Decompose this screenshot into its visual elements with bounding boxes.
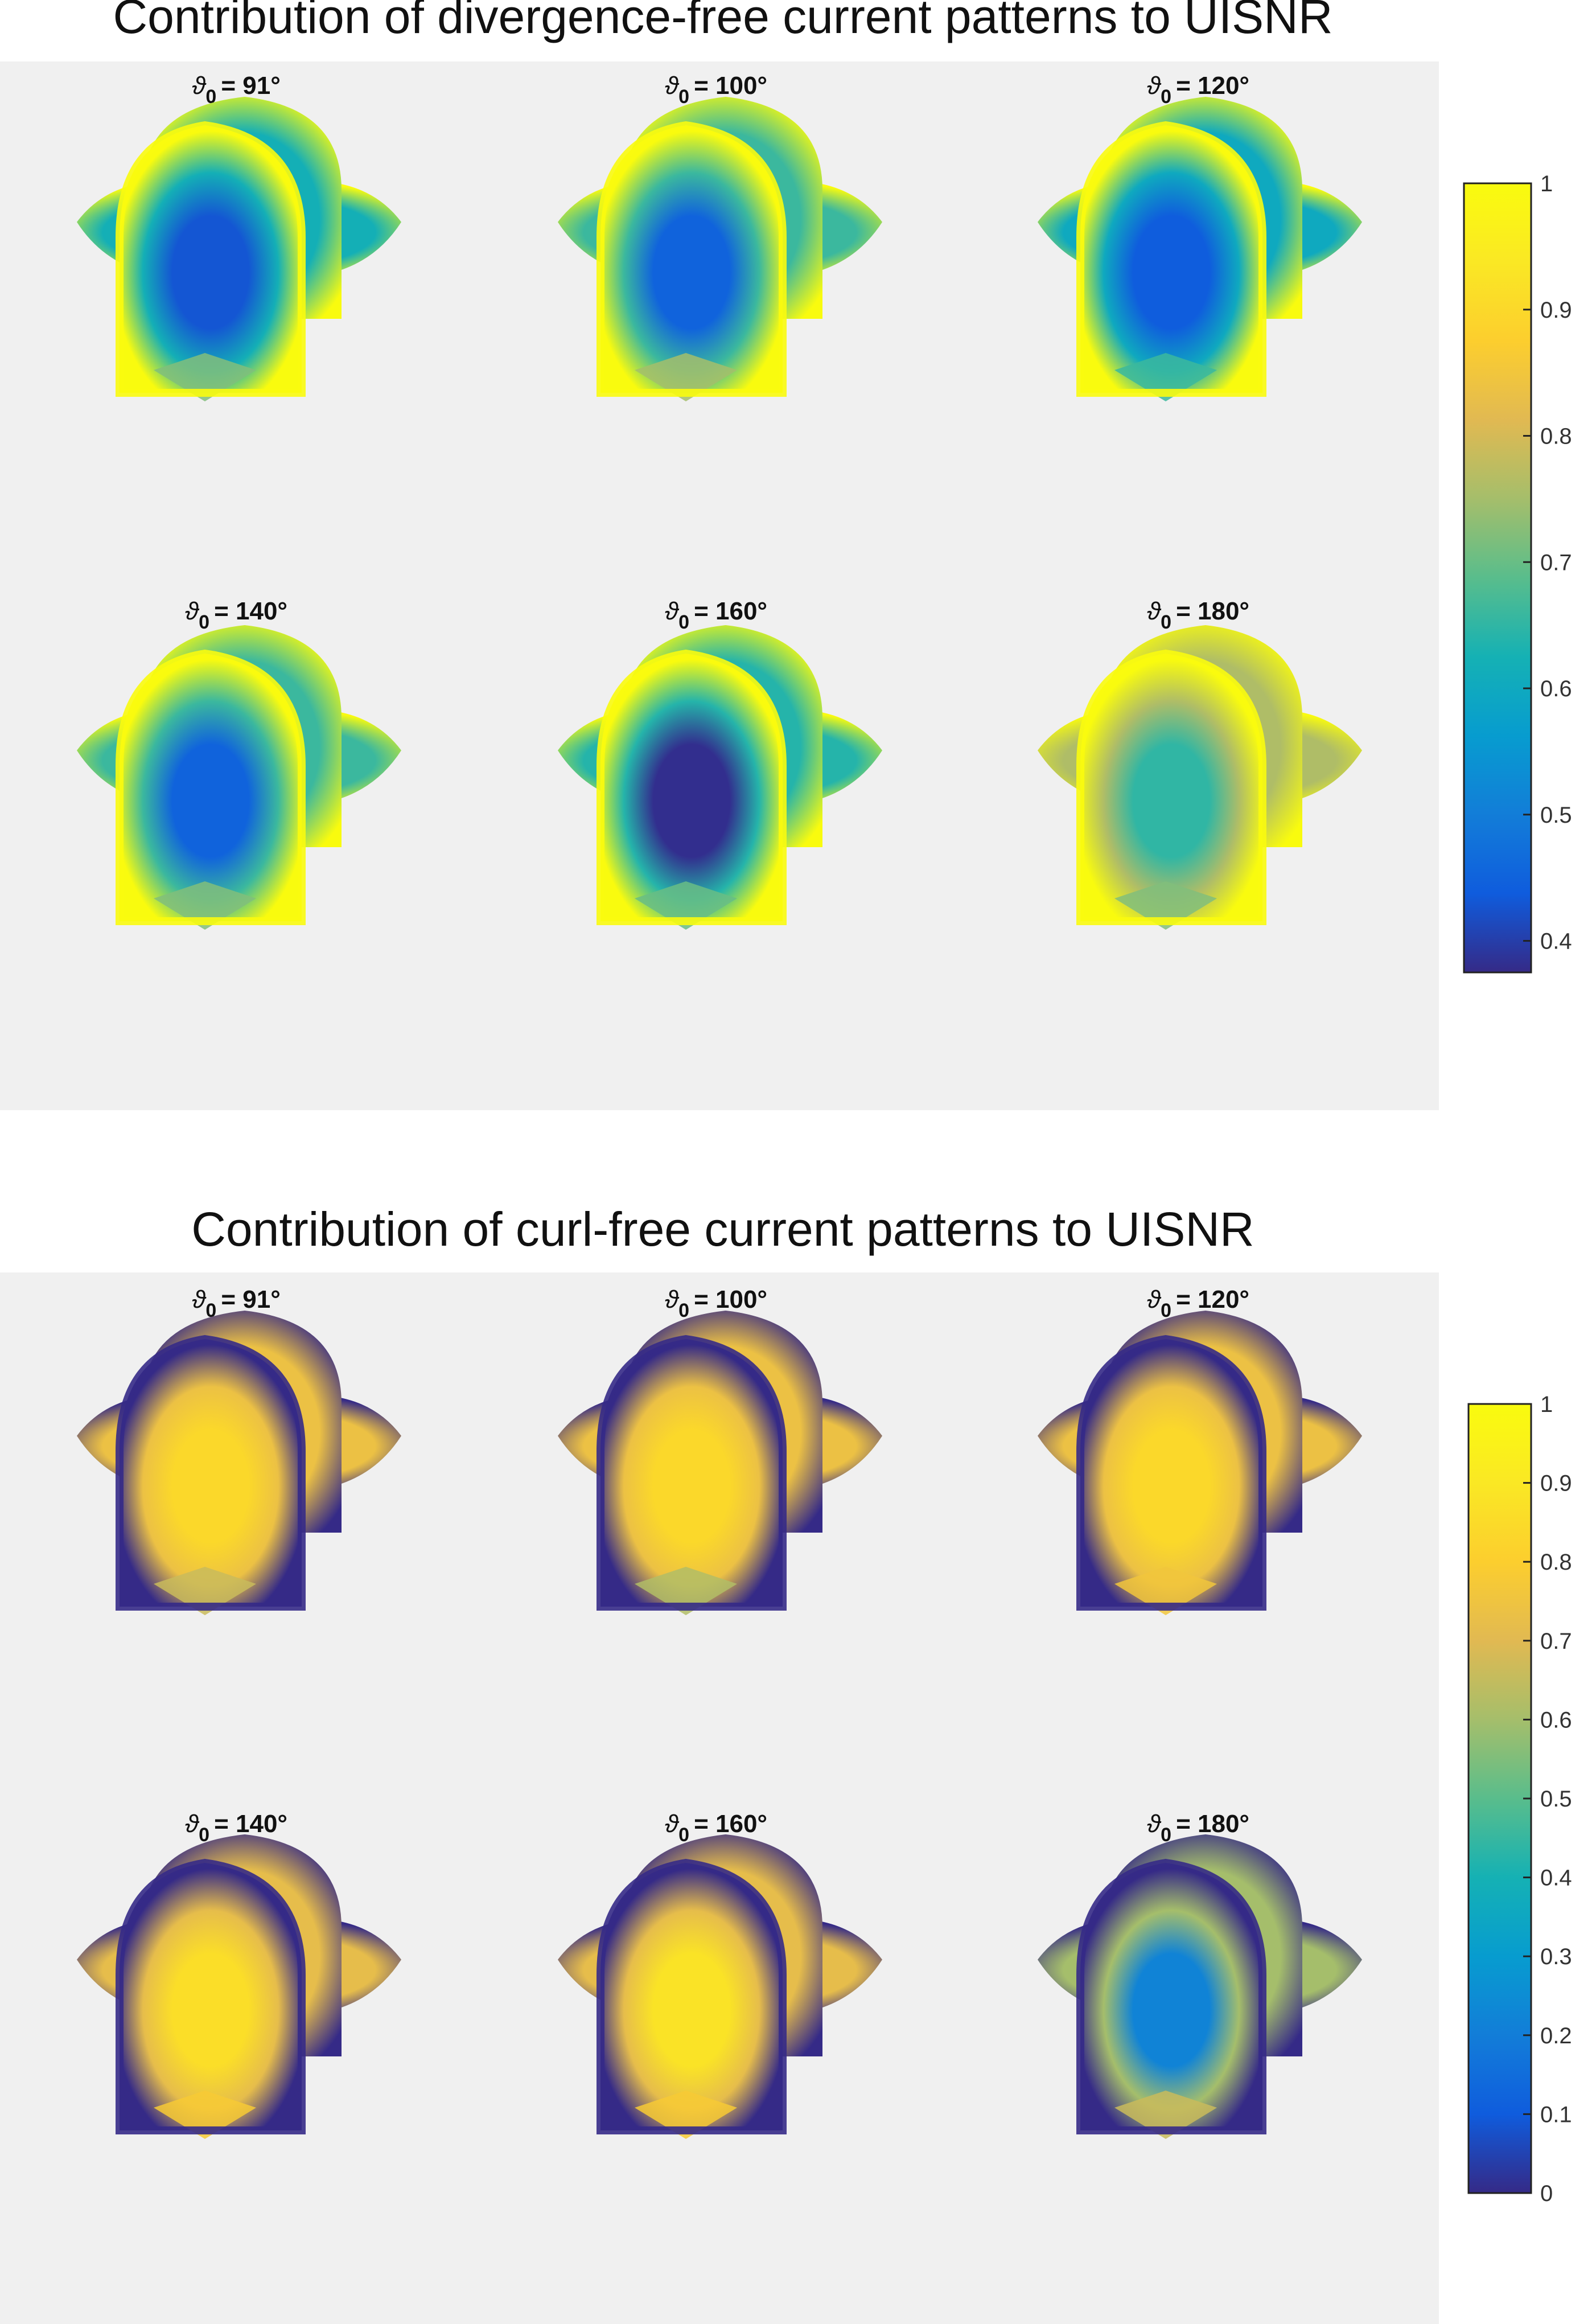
- heatmap-panel: ϑ0 = 120°: [1038, 1286, 1362, 1615]
- slice-stack: [1038, 1834, 1362, 2139]
- bottom-region: [154, 353, 256, 401]
- slice-edge: [1076, 121, 1266, 397]
- colorbar-tick-label: 0.9: [1540, 298, 1572, 323]
- colorbar-tick-label: 0.2: [1540, 2023, 1572, 2048]
- bottom-region: [1114, 353, 1217, 401]
- bottom-region: [1114, 1567, 1217, 1615]
- sagittal-slice: [600, 125, 783, 393]
- sagittal-slice: [120, 125, 302, 393]
- slice-edge: [1076, 1858, 1266, 2134]
- heatmap-panel: ϑ0 = 100°: [558, 72, 882, 401]
- slice-stack: [558, 1311, 882, 1615]
- slice-stack: [77, 625, 401, 930]
- bottom-region: [154, 2091, 256, 2139]
- slice-edge: [597, 1858, 787, 2134]
- sagittal-slice: [1080, 1863, 1262, 2130]
- colorbar-tick-label: 0.6: [1540, 676, 1572, 701]
- bottom-region: [154, 881, 256, 930]
- heatmap-panel: ϑ0 = 140°: [77, 1810, 401, 2139]
- bottom-region: [1114, 2091, 1217, 2139]
- sagittal-slice: [600, 1863, 783, 2130]
- panel-title: ϑ0 = 180°: [1147, 597, 1249, 633]
- colorbar-tick-label: 0.8: [1540, 424, 1572, 449]
- heatmap-panel: ϑ0 = 160°: [558, 1810, 882, 2139]
- slice-edge: [116, 1335, 306, 1611]
- colorbar: 1 0.9 0.8 0.7 0.6 0.5 0.4: [1463, 171, 1572, 974]
- heatmap-panel: ϑ0 = 100°: [558, 1286, 882, 1615]
- slice-stack: [558, 97, 882, 401]
- bottom-region: [635, 1567, 737, 1615]
- slice-edge: [1076, 1335, 1266, 1611]
- colorbar-tick-label: 0.7: [1540, 550, 1572, 575]
- panel-title: ϑ0 = 160°: [665, 1810, 767, 1846]
- panel-title: ϑ0 = 91°: [192, 72, 281, 108]
- panel-title: ϑ0 = 120°: [1147, 72, 1249, 108]
- slice-edge: [597, 649, 787, 925]
- panel-title: ϑ0 = 100°: [665, 1286, 767, 1321]
- slice-stack: [77, 1834, 401, 2139]
- slice-stack: [1038, 625, 1362, 930]
- slice-edge: [116, 649, 306, 925]
- sagittal-slice: [600, 1339, 783, 1607]
- colorbar-tick-label: 0.4: [1540, 929, 1572, 954]
- sagittal-slice: [1080, 1339, 1262, 1607]
- colorbar-tick-label: 0.8: [1540, 1550, 1572, 1575]
- sagittal-slice: [600, 654, 783, 921]
- slice-edge: [116, 121, 306, 397]
- slice-stack: [77, 97, 401, 401]
- bottom-region: [154, 1567, 256, 1615]
- colorbar-tick-label: 0.5: [1540, 1787, 1572, 1812]
- sagittal-slice: [120, 1339, 302, 1607]
- figure-title: Contribution of curl-free current patter…: [191, 1202, 1254, 1256]
- colorbar-tick-label: 1: [1540, 171, 1553, 196]
- slice-edge: [116, 1858, 306, 2134]
- heatmap-panel: ϑ0 = 91°: [77, 1286, 401, 1615]
- bottom-region: [635, 353, 737, 401]
- heatmap-panel: ϑ0 = 91°: [77, 72, 401, 401]
- sagittal-slice: [120, 654, 302, 921]
- slice-stack: [558, 625, 882, 930]
- colorbar-tick-label: 0: [1540, 2181, 1553, 2206]
- panel-title: ϑ0 = 140°: [185, 1810, 287, 1846]
- heatmap-panel: ϑ0 = 120°: [1038, 72, 1362, 401]
- slice-edge: [597, 1335, 787, 1611]
- sagittal-slice: [1080, 125, 1262, 393]
- panel-title: ϑ0 = 100°: [665, 72, 767, 108]
- slice-stack: [558, 1834, 882, 2139]
- panel-title: ϑ0 = 180°: [1147, 1810, 1249, 1846]
- bottom-region: [1114, 881, 1217, 930]
- bottom-region: [635, 2091, 737, 2139]
- sagittal-slice: [1080, 654, 1262, 921]
- colorbar-tick-label: 0.3: [1540, 1944, 1572, 1969]
- colorbar-tick-label: 0.7: [1540, 1629, 1572, 1654]
- slice-edge: [1076, 649, 1266, 925]
- panel-title: ϑ0 = 140°: [185, 597, 287, 633]
- colorbar: 1 0.9 0.8 0.7 0.6 0.5 0.4 0.3 0.2 0.1 0: [1467, 1392, 1572, 2206]
- colorbar-tick-label: 0.5: [1540, 803, 1572, 828]
- heatmap-panel: ϑ0 = 160°: [558, 597, 882, 930]
- figure-title: Contribution of divergence-free current …: [113, 0, 1332, 43]
- colorbar-tick-label: 1: [1540, 1392, 1553, 1417]
- panel-title: ϑ0 = 91°: [192, 1286, 281, 1321]
- panel-title: ϑ0 = 120°: [1147, 1286, 1249, 1321]
- panel-title: ϑ0 = 160°: [665, 597, 767, 633]
- slice-stack: [1038, 97, 1362, 401]
- colorbar-tick-label: 0.1: [1540, 2102, 1572, 2127]
- sagittal-slice: [120, 1863, 302, 2130]
- heatmap-panel: ϑ0 = 140°: [77, 597, 401, 930]
- bottom-region: [635, 881, 737, 930]
- heatmap-panel: ϑ0 = 180°: [1038, 597, 1362, 930]
- colorbar-tick-label: 0.4: [1540, 1866, 1572, 1891]
- slice-stack: [1038, 1311, 1362, 1615]
- colorbar-tick-label: 0.9: [1540, 1471, 1572, 1496]
- colorbar-tick-label: 0.6: [1540, 1707, 1572, 1732]
- heatmap-panel: ϑ0 = 180°: [1038, 1810, 1362, 2139]
- slice-edge: [597, 121, 787, 397]
- slice-stack: [77, 1311, 401, 1615]
